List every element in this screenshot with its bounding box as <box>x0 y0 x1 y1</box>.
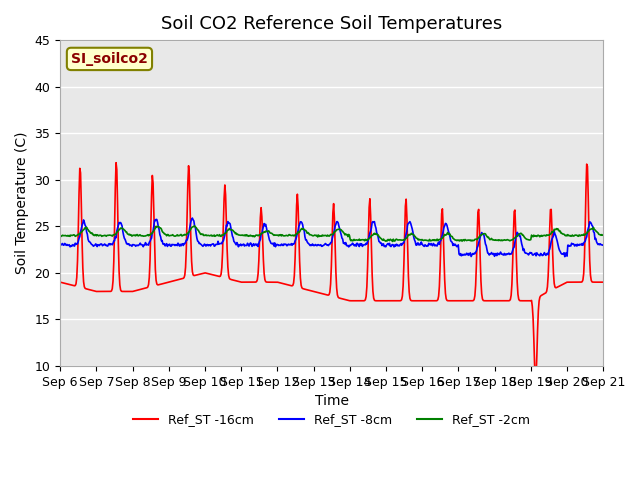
Ref_ST -16cm <box>531 378 539 384</box>
Ref_ST -8cm <box>207 243 214 249</box>
Ref_ST -2cm <box>122 229 130 235</box>
Ref_ST -8cm <box>600 242 607 248</box>
Line: Ref_ST -8cm: Ref_ST -8cm <box>60 218 604 257</box>
Ref_ST -8cm <box>66 244 74 250</box>
Ref_ST -16cm <box>112 160 120 166</box>
Ref_ST -16cm <box>600 279 607 285</box>
Ref_ST -2cm <box>207 233 214 239</box>
Title: Soil CO2 Reference Soil Temperatures: Soil CO2 Reference Soil Temperatures <box>161 15 502 33</box>
Line: Ref_ST -16cm: Ref_ST -16cm <box>60 163 604 381</box>
Ref_ST -2cm <box>56 232 64 238</box>
Ref_ST -2cm <box>415 237 423 242</box>
Ref_ST -2cm <box>388 239 396 244</box>
Ref_ST -2cm <box>191 223 198 228</box>
Ref_ST -16cm <box>399 293 406 299</box>
Ref_ST -16cm <box>178 276 186 282</box>
Text: SI_soilco2: SI_soilco2 <box>71 52 148 66</box>
Line: Ref_ST -2cm: Ref_ST -2cm <box>60 226 604 241</box>
Ref_ST -16cm <box>414 298 422 304</box>
Ref_ST -2cm <box>66 233 74 239</box>
X-axis label: Time: Time <box>315 394 349 408</box>
Ref_ST -8cm <box>399 240 406 246</box>
Y-axis label: Soil Temperature (C): Soil Temperature (C) <box>15 132 29 274</box>
Ref_ST -8cm <box>122 239 130 245</box>
Ref_ST -8cm <box>56 241 64 247</box>
Ref_ST -8cm <box>561 254 568 260</box>
Ref_ST -2cm <box>600 232 607 238</box>
Ref_ST -16cm <box>66 282 74 288</box>
Ref_ST -2cm <box>177 231 185 237</box>
Ref_ST -8cm <box>177 243 185 249</box>
Ref_ST -8cm <box>189 215 196 221</box>
Legend: Ref_ST -16cm, Ref_ST -8cm, Ref_ST -2cm: Ref_ST -16cm, Ref_ST -8cm, Ref_ST -2cm <box>128 408 535 432</box>
Ref_ST -16cm <box>207 271 214 277</box>
Ref_ST -16cm <box>56 279 64 285</box>
Ref_ST -2cm <box>399 237 407 243</box>
Ref_ST -16cm <box>123 288 131 294</box>
Ref_ST -8cm <box>414 240 422 246</box>
